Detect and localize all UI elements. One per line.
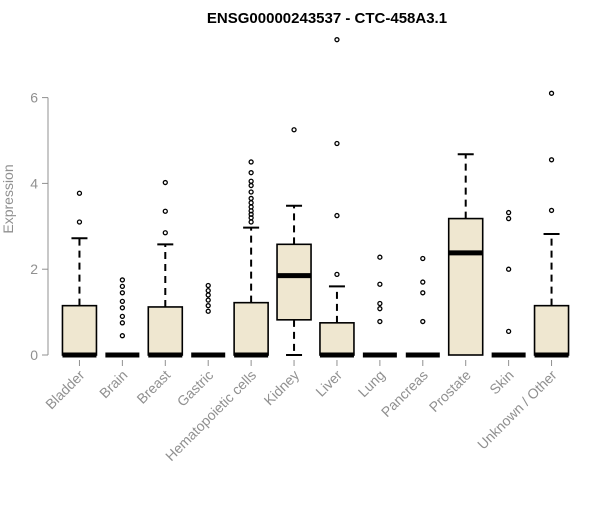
outlier-point bbox=[248, 204, 254, 210]
outlier-point bbox=[505, 209, 512, 216]
iqr-box bbox=[147, 306, 184, 356]
x-tick-label: Breast bbox=[133, 367, 173, 407]
iqr-box bbox=[233, 301, 269, 356]
outlier-point bbox=[119, 298, 126, 305]
box-group bbox=[105, 277, 140, 358]
outlier-point bbox=[377, 254, 383, 260]
outlier-point bbox=[248, 200, 254, 206]
outlier-point bbox=[548, 157, 555, 163]
outlier-point bbox=[205, 287, 211, 294]
x-tick-label: Liver bbox=[312, 367, 345, 400]
chart-title: ENSG00000243537 - CTC-458A3.1 bbox=[207, 10, 447, 27]
outlier-point bbox=[119, 290, 126, 296]
outlier-point bbox=[248, 219, 254, 225]
outlier-point bbox=[119, 333, 126, 339]
box-group bbox=[405, 255, 440, 358]
outlier-point bbox=[248, 195, 254, 202]
x-tick-label: Prostate bbox=[426, 367, 474, 415]
outlier-point bbox=[76, 190, 83, 196]
outlier-point bbox=[420, 318, 426, 325]
outlier-point bbox=[377, 300, 383, 307]
iqr-box bbox=[533, 304, 570, 356]
outlier-point bbox=[505, 215, 512, 222]
outlier-point bbox=[548, 207, 555, 214]
outlier-point bbox=[205, 282, 211, 289]
x-tick-label: Kidney bbox=[261, 367, 303, 409]
box-group bbox=[533, 90, 570, 358]
iqr-box bbox=[276, 243, 312, 321]
box-group bbox=[276, 127, 312, 356]
outlier-point bbox=[162, 208, 168, 214]
outlier-point bbox=[377, 318, 383, 325]
outlier-point bbox=[505, 266, 512, 272]
box-group bbox=[491, 209, 526, 358]
box-group bbox=[147, 179, 184, 358]
outlier-point bbox=[119, 313, 126, 320]
x-tick-label: Lung bbox=[355, 367, 388, 400]
outlier-point bbox=[119, 277, 126, 283]
iqr-box bbox=[61, 304, 98, 356]
outlier-point bbox=[119, 283, 126, 290]
outlier-point bbox=[505, 328, 512, 335]
x-tick-label: Unknown / Other bbox=[474, 367, 560, 453]
outlier-point bbox=[291, 127, 297, 133]
outlier-point bbox=[119, 305, 126, 311]
x-tick-label: Pancreas bbox=[378, 367, 431, 420]
outlier-point bbox=[162, 230, 168, 236]
iqr-box bbox=[319, 322, 355, 356]
outlier-point bbox=[205, 303, 211, 309]
outlier-point bbox=[248, 189, 254, 195]
y-tick-label: 0 bbox=[30, 347, 38, 363]
y-tick-label: 6 bbox=[30, 90, 38, 106]
outlier-point bbox=[334, 140, 340, 147]
box-plot-series bbox=[61, 37, 570, 358]
outlier-point bbox=[76, 219, 83, 225]
box-group bbox=[61, 190, 98, 358]
x-tick-label: Gastric bbox=[174, 367, 217, 410]
box-group bbox=[447, 153, 484, 356]
x-tick-label: Skin bbox=[486, 367, 517, 398]
x-tick-label: Brain bbox=[96, 367, 130, 401]
outlier-point bbox=[248, 170, 254, 176]
box-group bbox=[362, 254, 397, 358]
outlier-point bbox=[205, 292, 211, 298]
outlier-point bbox=[377, 306, 383, 312]
box-group bbox=[191, 282, 226, 358]
outlier-point bbox=[205, 297, 211, 303]
outlier-point bbox=[334, 271, 340, 277]
outlier-point bbox=[420, 290, 426, 296]
outlier-point bbox=[162, 179, 168, 186]
outlier-point bbox=[119, 320, 126, 326]
box-group bbox=[319, 37, 355, 358]
outlier-point bbox=[248, 159, 254, 165]
y-tick-label: 2 bbox=[30, 261, 38, 277]
outlier-point bbox=[205, 308, 211, 314]
y-axis-label: Expression bbox=[0, 164, 16, 233]
outlier-point bbox=[334, 212, 340, 219]
iqr-box bbox=[447, 217, 484, 356]
box-group bbox=[233, 159, 269, 358]
outlier-point bbox=[248, 182, 254, 189]
outlier-point bbox=[248, 178, 254, 184]
outlier-point bbox=[420, 255, 426, 262]
outlier-point bbox=[420, 279, 426, 285]
outlier-point bbox=[377, 281, 383, 287]
x-tick-label: Bladder bbox=[42, 367, 88, 413]
outlier-point bbox=[334, 37, 340, 43]
y-tick-label: 4 bbox=[30, 175, 38, 191]
y-axis: 0 2 4 6 bbox=[30, 90, 49, 363]
outlier-point bbox=[548, 90, 555, 96]
